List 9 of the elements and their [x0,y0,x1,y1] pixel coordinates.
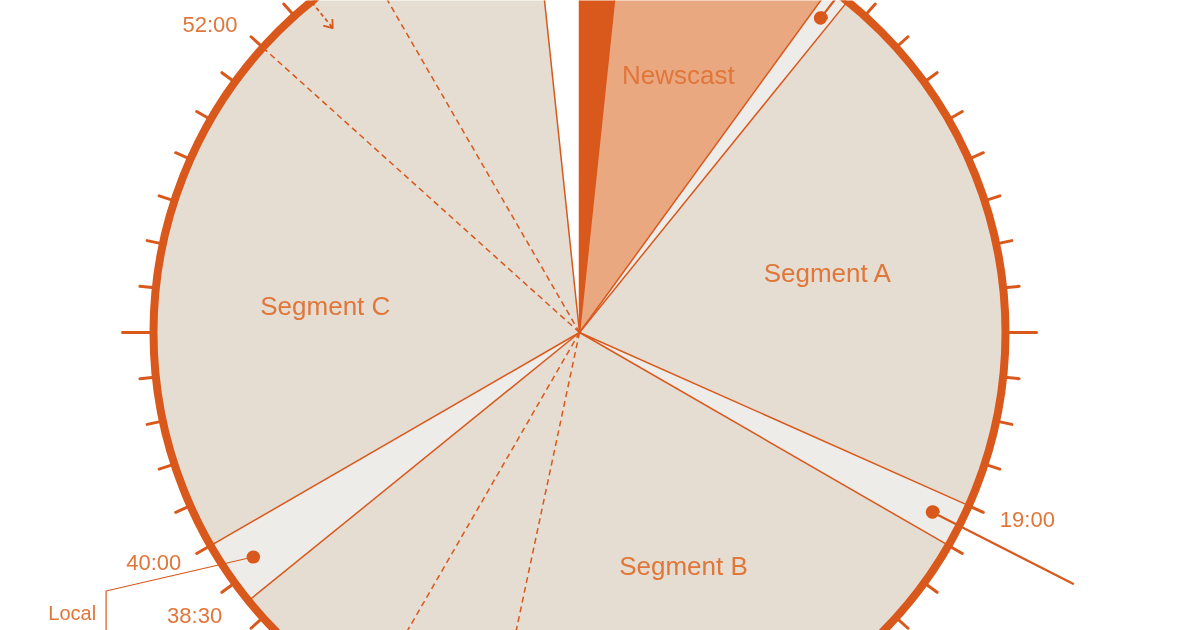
slice-label: Segment A [763,257,892,288]
text: 19:00 [999,506,1055,532]
text: 38:30 [167,602,223,628]
slice-label: Segment B [619,550,748,581]
slice-label: Newscast [622,59,736,90]
slice-label: Local [48,602,97,625]
slice-label: Segment C [260,290,391,321]
text: 52:00 [182,12,238,38]
text: 40:00 [126,550,182,576]
